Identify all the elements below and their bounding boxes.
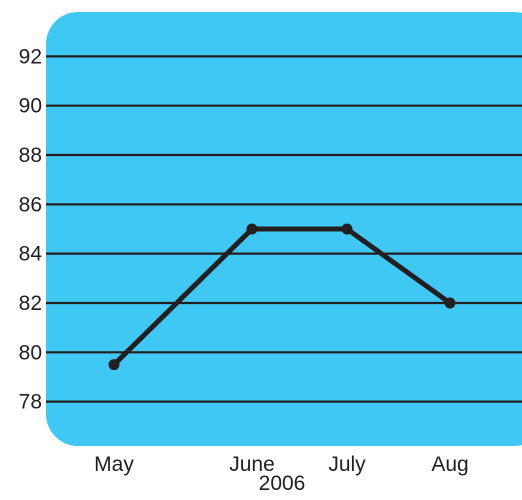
x-tick-label: Aug (431, 453, 468, 476)
data-point (444, 297, 456, 309)
x-tick-label: July (328, 453, 366, 476)
y-tick-label: 78 (19, 391, 42, 414)
y-tick-label: 86 (19, 193, 42, 216)
y-tick-label: 92 (19, 45, 42, 68)
y-tick-label: 80 (19, 341, 42, 364)
x-tick-label: May (94, 453, 134, 476)
x-axis-tick-labels: May June July Aug (94, 453, 469, 476)
x-tick-label: June (229, 453, 275, 476)
data-point (246, 223, 258, 235)
y-axis-tick-labels: 92 90 88 86 84 82 80 78 (19, 45, 43, 413)
data-point (341, 223, 353, 235)
y-tick-label: 88 (19, 144, 42, 167)
data-point (108, 359, 120, 371)
series-line (111, 226, 453, 368)
gridlines (46, 55, 522, 403)
y-tick-label: 82 (19, 292, 42, 315)
y-tick-label: 90 (19, 95, 42, 118)
data-series (108, 223, 456, 371)
y-tick-label: 84 (19, 243, 43, 266)
x-axis-label: 2006 (259, 472, 306, 495)
